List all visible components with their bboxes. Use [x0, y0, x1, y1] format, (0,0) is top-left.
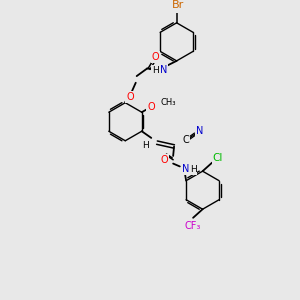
Text: C: C [182, 135, 189, 145]
Text: Br: Br [172, 0, 184, 10]
Text: H: H [142, 141, 149, 150]
Text: N: N [196, 126, 203, 136]
Text: O: O [152, 52, 160, 62]
Text: Cl: Cl [213, 153, 223, 163]
Text: H: H [152, 66, 159, 75]
Text: O: O [147, 101, 155, 112]
Text: O: O [126, 92, 134, 102]
Text: N: N [182, 164, 189, 174]
Text: H: H [190, 165, 196, 174]
Text: O: O [161, 155, 168, 165]
Text: CH₃: CH₃ [161, 98, 176, 107]
Text: N: N [160, 65, 167, 75]
Text: CF₃: CF₃ [185, 221, 201, 231]
